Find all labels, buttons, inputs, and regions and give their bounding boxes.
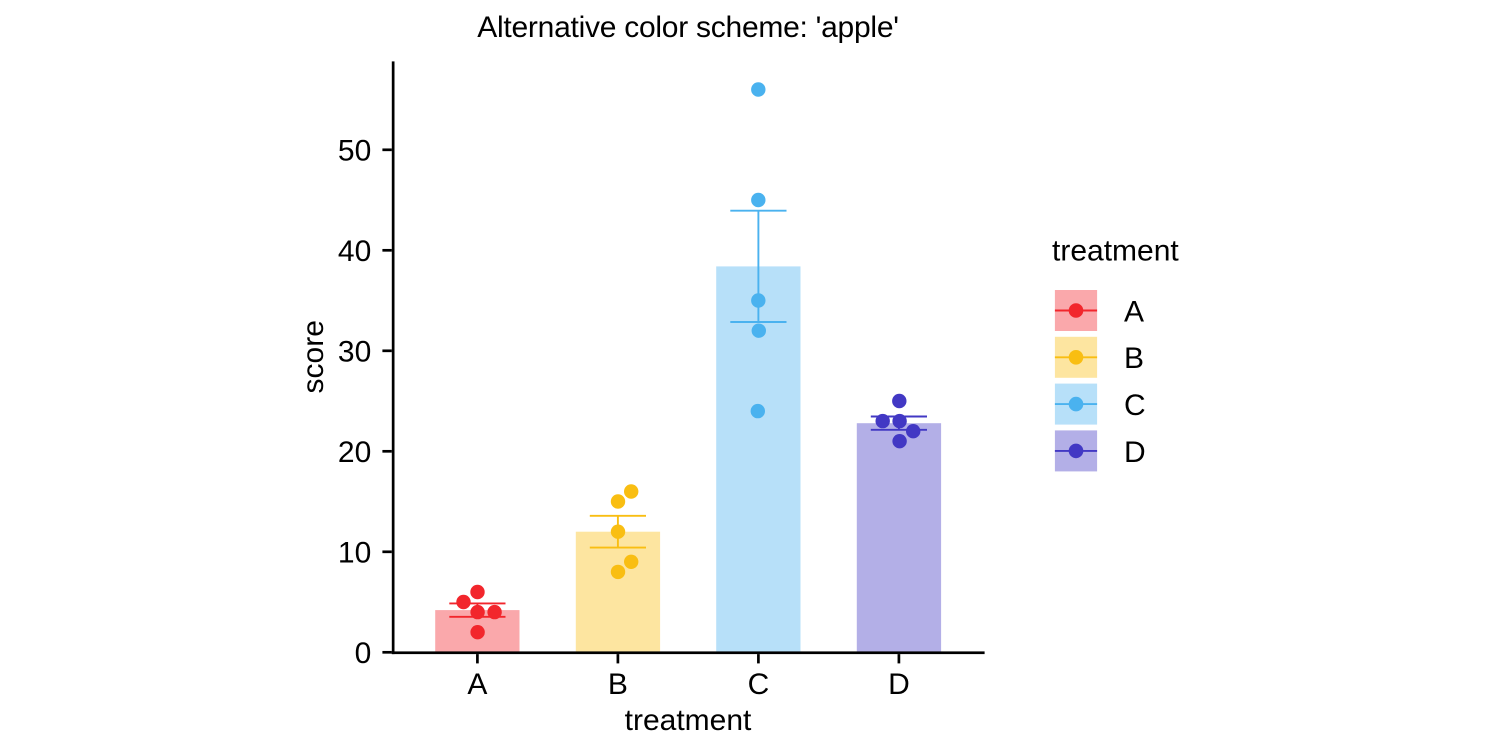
svg-text:A: A	[467, 668, 487, 701]
svg-text:C: C	[748, 668, 770, 701]
svg-text:20: 20	[338, 436, 371, 469]
svg-text:A: A	[1124, 295, 1144, 328]
svg-text:B: B	[1124, 342, 1144, 375]
svg-text:treatment: treatment	[1052, 234, 1179, 267]
svg-text:D: D	[1124, 436, 1146, 469]
svg-text:50: 50	[338, 135, 371, 168]
svg-text:0: 0	[355, 637, 372, 670]
svg-text:Alternative color scheme: 'app: Alternative color scheme: 'apple'	[477, 11, 898, 44]
svg-text:C: C	[1124, 389, 1146, 422]
svg-text:D: D	[888, 668, 910, 701]
svg-text:10: 10	[338, 537, 371, 570]
svg-text:treatment: treatment	[625, 704, 752, 737]
svg-text:B: B	[608, 668, 628, 701]
svg-text:30: 30	[338, 336, 371, 369]
svg-text:score: score	[297, 320, 330, 393]
svg-text:40: 40	[338, 235, 371, 268]
